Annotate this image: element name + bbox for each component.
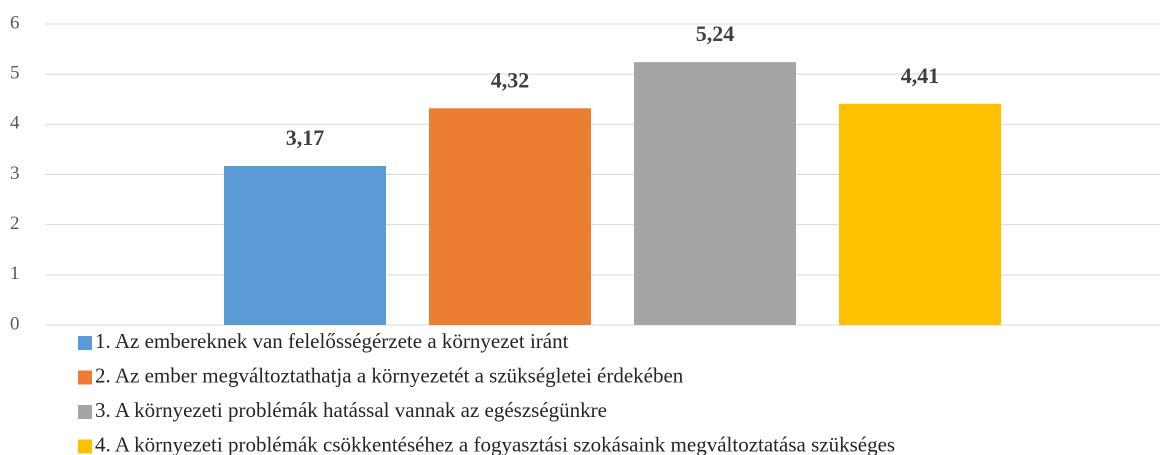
data-label: 4,32 (491, 67, 530, 92)
y-tick-label: 5 (10, 63, 20, 84)
y-tick-label: 2 (10, 213, 20, 234)
bar (429, 108, 591, 325)
legend-label: 3. A környezeti problémák hatással vanna… (95, 398, 607, 422)
legend-swatch (78, 405, 92, 419)
legend-swatch (78, 370, 92, 385)
bar (839, 103, 1001, 325)
y-tick-label: 4 (10, 113, 20, 134)
legend-label: 1. Az embereknek van felelősségérzete a … (95, 329, 569, 353)
bar (224, 165, 386, 325)
y-tick-label: 1 (10, 263, 20, 284)
y-tick-label: 3 (10, 163, 20, 184)
legend-swatch (78, 439, 92, 454)
y-tick-label: 0 (10, 313, 20, 334)
legend-label: 4. A környezeti problémák csökkentéséhez… (95, 432, 895, 455)
y-tick-label: 6 (10, 12, 20, 33)
legend-label: 2. Az ember megváltoztathatja a környeze… (95, 363, 684, 387)
data-label: 3,17 (286, 125, 325, 150)
data-label: 4,41 (901, 63, 940, 88)
data-label: 5,24 (696, 21, 735, 46)
legend-swatch (78, 336, 92, 350)
bar (634, 62, 796, 325)
